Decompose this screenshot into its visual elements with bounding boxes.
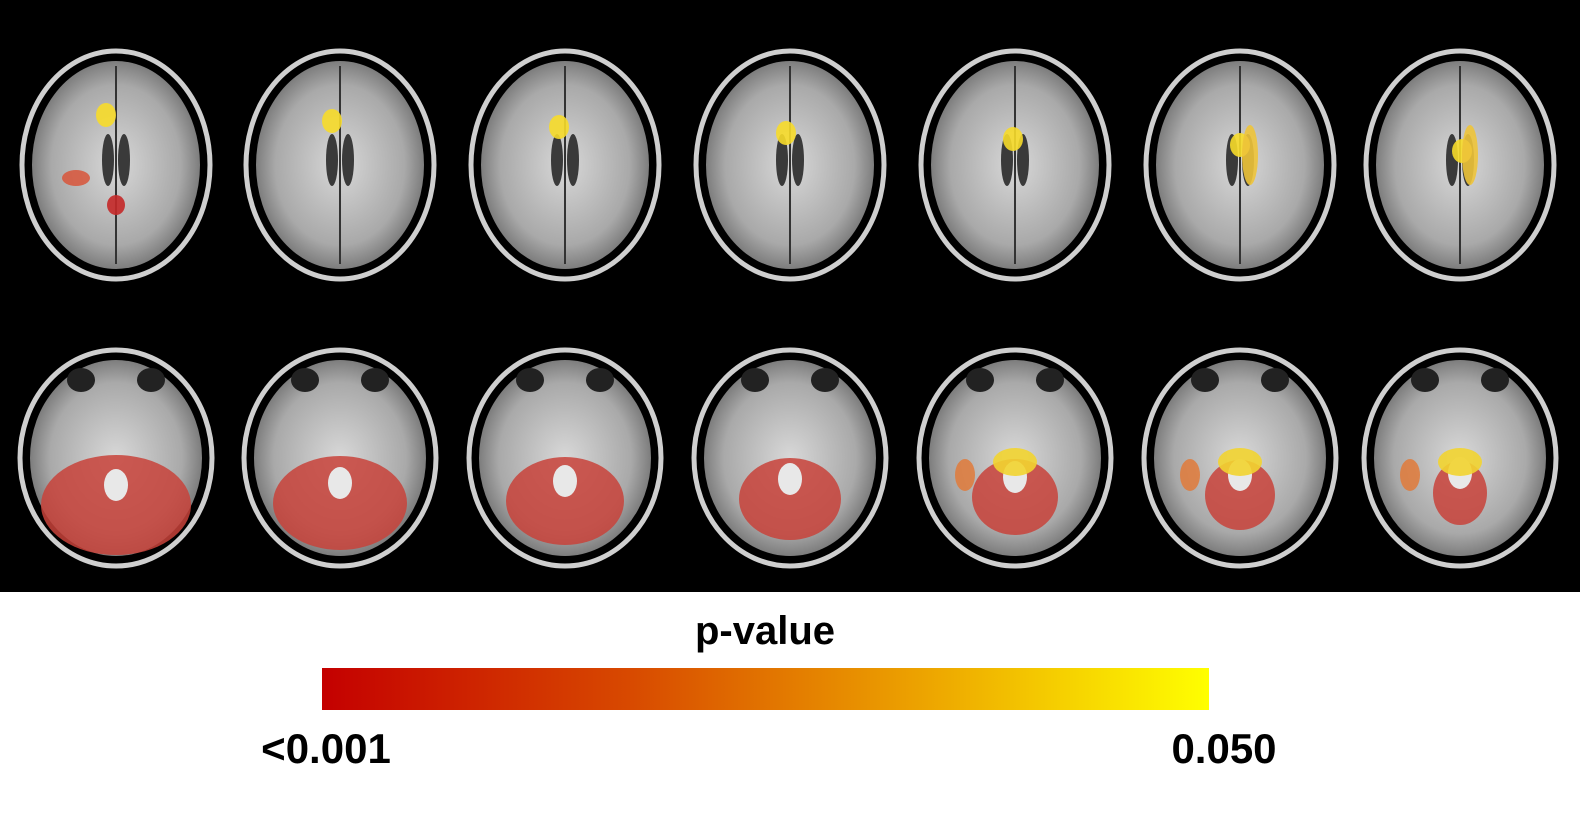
overlay-orange	[1400, 459, 1420, 491]
brain-slice	[466, 347, 664, 569]
overlay-yellow	[549, 115, 569, 139]
overlay-yellow	[1462, 125, 1478, 185]
brainstem	[778, 463, 802, 495]
overlay-red	[506, 457, 624, 545]
colorbar-title: p-value	[695, 609, 835, 653]
overlay-red	[1433, 461, 1487, 525]
overlay-red	[1205, 460, 1275, 530]
overlay-yellow	[96, 103, 116, 127]
skull	[693, 48, 887, 282]
overlay-yellow	[1218, 448, 1262, 476]
orbit	[137, 368, 165, 392]
ventricle	[567, 134, 579, 186]
orbit	[516, 368, 544, 392]
ventricle	[326, 134, 338, 186]
skull	[1361, 347, 1559, 569]
brainstem	[104, 469, 128, 501]
brain-slice	[1361, 347, 1559, 569]
slices	[17, 48, 1559, 569]
skull	[468, 48, 662, 282]
overlay-yellow	[1242, 125, 1258, 185]
brain-slice	[1141, 347, 1339, 569]
orbit	[741, 368, 769, 392]
ventricle	[776, 134, 788, 186]
orbit	[1481, 368, 1509, 392]
ventricle	[792, 134, 804, 186]
overlay-red	[41, 455, 191, 555]
brain-slice	[468, 48, 662, 282]
skull	[1141, 347, 1339, 569]
overlay-red	[62, 170, 90, 186]
brain-slice	[693, 48, 887, 282]
skull	[916, 347, 1114, 569]
orbit	[1036, 368, 1064, 392]
brain-slice	[243, 48, 437, 282]
overlay-yellow	[776, 121, 796, 145]
skull	[17, 347, 215, 569]
overlay-orange	[955, 459, 975, 491]
brain-slice	[916, 347, 1114, 569]
orbit	[1191, 368, 1219, 392]
colorbar-max-label: 0.050	[1171, 725, 1276, 772]
ventricle	[551, 134, 563, 186]
brain-slice	[918, 48, 1112, 282]
orbit	[586, 368, 614, 392]
ventricle	[342, 134, 354, 186]
skull	[243, 48, 437, 282]
skull	[241, 347, 439, 569]
overlay-yellow	[322, 109, 342, 133]
ventricle	[102, 134, 114, 186]
skull	[691, 347, 889, 569]
overlay-red	[107, 195, 125, 215]
skull	[1143, 48, 1337, 282]
orbit	[811, 368, 839, 392]
brain-slice	[17, 347, 215, 569]
orbit	[1261, 368, 1289, 392]
colorbar-min-label: <0.001	[261, 725, 391, 772]
brain-slice	[1143, 48, 1337, 282]
skull	[19, 48, 213, 282]
brain-slice	[1363, 48, 1557, 282]
overlay-red	[273, 456, 407, 550]
orbit	[291, 368, 319, 392]
skull	[918, 48, 1112, 282]
orbit	[1411, 368, 1439, 392]
overlay-yellow	[1003, 127, 1023, 151]
overlay-yellow	[993, 448, 1037, 476]
overlay-red	[972, 459, 1058, 535]
overlay-yellow	[1438, 448, 1482, 476]
orbit	[361, 368, 389, 392]
orbit	[966, 368, 994, 392]
orbit	[67, 368, 95, 392]
skull	[1363, 48, 1557, 282]
brainstem	[553, 465, 577, 497]
overlay-red	[739, 458, 841, 540]
brain-slice	[691, 347, 889, 569]
overlay-orange	[1180, 459, 1200, 491]
skull	[466, 347, 664, 569]
brainstem	[328, 467, 352, 499]
colorbar	[322, 668, 1209, 710]
brain-slice	[19, 48, 213, 282]
ventricle	[118, 134, 130, 186]
brain-slice	[241, 347, 439, 569]
